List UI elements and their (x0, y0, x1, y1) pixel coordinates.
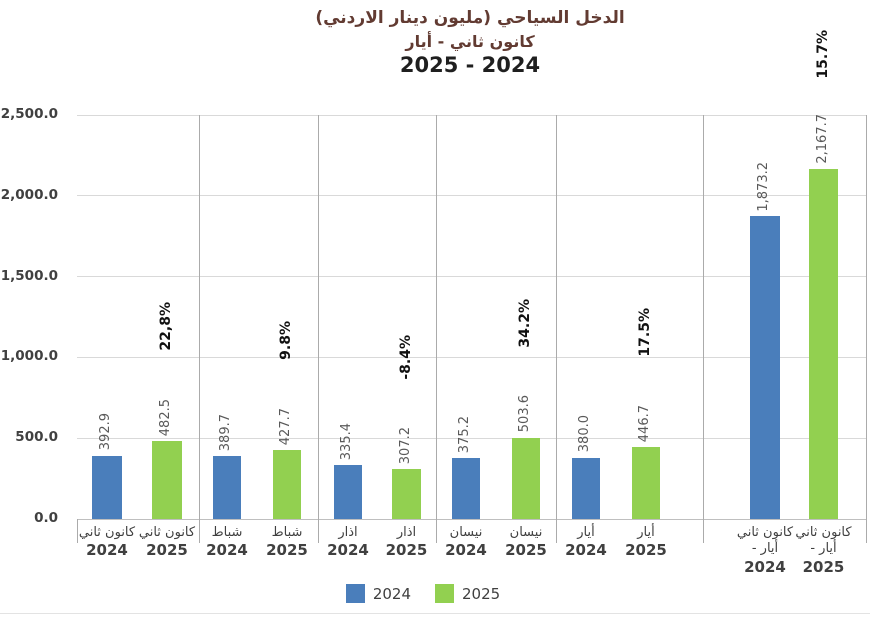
x-axis-year-line: 2024 (86, 541, 128, 560)
x-axis-month-line: - أيار (751, 541, 779, 557)
x-axis-label: كانون ثاني - أيار 2025 (786, 525, 862, 577)
pct-change-label: 34.2% (517, 299, 533, 348)
y-tick-label: 1,500.0 (0, 267, 58, 284)
bottom-divider (0, 613, 870, 614)
bar-value-label: 503.6 (517, 395, 532, 433)
pct-change-label: 9.8% (278, 321, 294, 360)
legend-label-2024: 2024 (372, 584, 411, 603)
x-axis-year-line: 2025 (385, 541, 428, 560)
x-axis-year-line: 2024 (565, 541, 607, 560)
x-axis-label: نيسان 2025 (488, 525, 564, 561)
bar-2025-2 (392, 469, 421, 519)
gridline (77, 114, 866, 116)
x-axis-label: كانون ثاني 2025 (129, 525, 205, 561)
x-axis-label: اذار 2025 (369, 525, 445, 561)
bar-value-label: 427.7 (278, 407, 293, 445)
bar-value-label: 335.4 (339, 422, 354, 460)
x-axis-year-line: 2025 (802, 557, 845, 576)
bar-value-label: 482.5 (158, 398, 173, 437)
pct-change-label: 17.5% (637, 308, 653, 357)
legend: 2024 2025 (0, 584, 870, 603)
x-axis-year-line: 2024 (327, 541, 369, 560)
x-axis-month-line: نيسان (509, 525, 543, 540)
x-axis-year-line: 2024 (445, 541, 487, 560)
bar-2025-0 (152, 441, 182, 519)
legend-swatch-2025 (435, 584, 454, 603)
bar-2025-4 (632, 446, 660, 519)
bar-value-label: 307.2 (397, 427, 413, 465)
x-axis-month-line: شباط (271, 525, 303, 540)
x-axis-month-line: - أيار (810, 541, 837, 557)
x-axis-label: كانون ثاني - أيار 2024 (727, 525, 803, 577)
category-separator (436, 115, 437, 543)
x-axis-month-line: كانون ثاني (795, 525, 852, 540)
x-axis-year-line: 2024 (206, 541, 248, 560)
x-axis-month-line: اذار (338, 525, 358, 540)
gridline (77, 356, 866, 358)
pct-change-label: 22,8% (158, 302, 174, 352)
x-axis-month-line: اذار (396, 525, 417, 540)
category-separator (556, 115, 557, 543)
bar-2024-1 (213, 456, 241, 519)
x-axis-month-line: كانون ثاني (138, 525, 196, 540)
x-axis-label: اذار 2024 (310, 525, 386, 561)
gridline (77, 518, 866, 520)
chart-subtitle: كانون ثاني - أيار (405, 32, 535, 51)
y-tick-label: 2,500.0 (0, 106, 58, 122)
category-separator (703, 115, 704, 543)
category-separator (866, 115, 867, 543)
x-axis-label: نيسان 2024 (428, 525, 504, 561)
bar-value-label: 1,873.2 (756, 161, 771, 212)
bar-value-label: 2,167.7 (814, 114, 830, 164)
category-separator (318, 115, 319, 543)
x-axis-label: كانون ثاني 2024 (69, 525, 145, 561)
chart-title-block: الدخل السياحي (مليون دينار الاردني) كانو… (70, 8, 870, 77)
x-axis-label: أيار 2024 (548, 525, 624, 561)
legend-label-2025: 2025 (462, 584, 501, 603)
gridline (77, 437, 866, 439)
bar-value-label: 389.7 (218, 413, 233, 452)
bar-2024-3 (452, 458, 480, 519)
bar-2025-1 (273, 449, 301, 519)
y-tick-label: 2,000.0 (0, 186, 58, 203)
gridline (77, 195, 866, 197)
bar-2024-2 (334, 464, 362, 519)
gridline (77, 276, 866, 278)
bar-2024-0 (92, 455, 122, 519)
bar-2025-5 (809, 168, 838, 519)
bar-value-label: 446.7 (637, 404, 652, 442)
axis-tick (77, 519, 78, 543)
x-axis-month-line: كانون ثاني (736, 525, 794, 540)
x-axis-year-line: 2024 (744, 557, 786, 576)
x-axis-label: شباط 2025 (249, 525, 325, 561)
pct-change-label: -8.4% (397, 334, 414, 380)
x-axis-month-line: أيار (637, 525, 655, 540)
bar-value-label: 392.9 (98, 413, 113, 451)
y-tick-label: 500.0 (15, 429, 58, 446)
bar-value-label: 375.2 (457, 416, 472, 454)
legend-swatch-2024 (345, 584, 365, 603)
x-axis-year-line: 2025 (146, 541, 188, 560)
bar-2024-4 (572, 457, 600, 519)
bar-value-label: 380.0 (577, 415, 592, 453)
x-axis-month-line: كانون ثاني (78, 525, 136, 540)
pct-change-label: 15.7% (814, 30, 831, 79)
x-axis-month-line: أيار (577, 525, 595, 540)
x-axis-month-line: شباط (211, 525, 243, 540)
x-axis-year-line: 2025 (505, 541, 547, 560)
chart-period: 2025 - 2024 (399, 53, 541, 77)
category-separator (199, 115, 200, 543)
y-tick-label: 0.0 (34, 510, 58, 526)
x-axis-year-line: 2025 (266, 541, 308, 560)
x-axis-label: شباط 2024 (189, 525, 265, 561)
chart-title: الدخل السياحي (مليون دينار الاردني) (315, 8, 625, 28)
bar-2025-3 (512, 437, 540, 519)
x-axis-label: أيار 2025 (608, 525, 684, 561)
bar-2024-5 (750, 216, 780, 519)
x-axis-year-line: 2025 (625, 541, 667, 560)
x-axis-month-line: نيسان (449, 525, 483, 540)
y-tick-label: 1,000.0 (0, 348, 58, 365)
